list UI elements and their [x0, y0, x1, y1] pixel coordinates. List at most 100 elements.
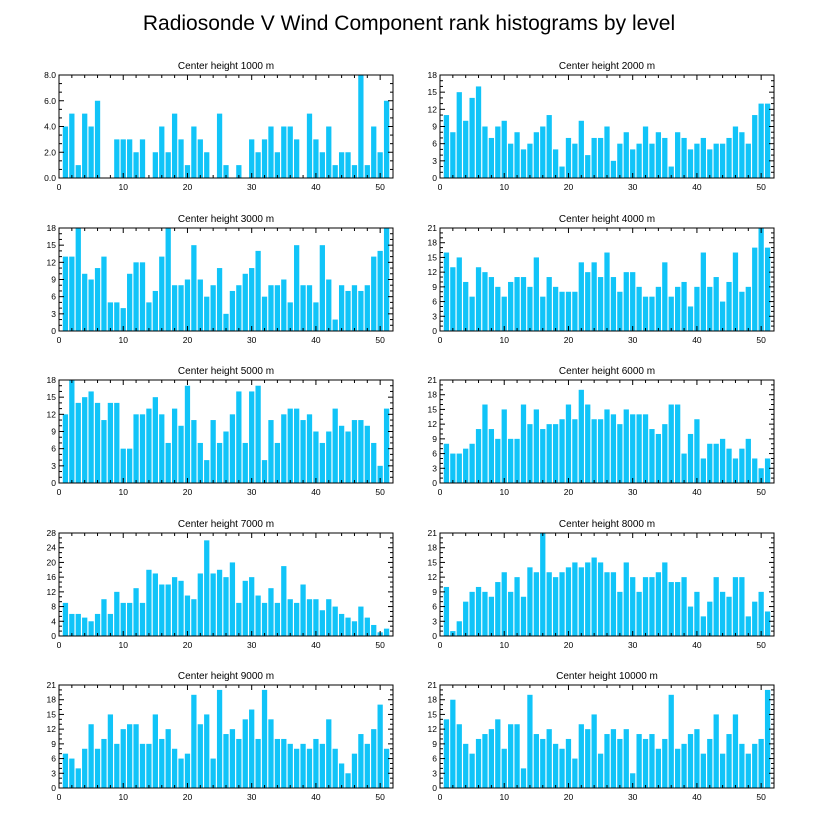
- bar: [127, 602, 133, 636]
- bar: [338, 613, 345, 636]
- bar: [364, 285, 370, 331]
- bar: [88, 279, 94, 331]
- bar: [636, 286, 642, 331]
- bar: [456, 257, 462, 331]
- bar: [107, 613, 114, 636]
- y-tick-label: 3: [51, 768, 56, 778]
- bar: [75, 768, 81, 788]
- bar: [617, 143, 623, 178]
- x-tick-label: 30: [247, 335, 257, 345]
- bar: [332, 748, 338, 788]
- y-tick-label: 12: [428, 419, 438, 429]
- x-tick-label: 0: [438, 640, 443, 650]
- x-tick-label: 50: [756, 487, 766, 497]
- bar: [236, 602, 242, 636]
- bar: [69, 613, 75, 636]
- bar: [469, 296, 475, 331]
- bar: [719, 591, 726, 636]
- bar: [636, 143, 642, 178]
- bar: [165, 442, 171, 483]
- bar: [752, 458, 758, 483]
- y-tick-label: 3: [51, 461, 56, 471]
- bar: [443, 443, 450, 483]
- bar: [261, 139, 268, 178]
- bar: [687, 606, 694, 636]
- bar: [508, 591, 514, 636]
- bar: [565, 404, 572, 483]
- bar: [159, 126, 165, 178]
- y-tick-label: 12: [47, 257, 57, 267]
- bar: [758, 738, 764, 788]
- bar: [508, 143, 514, 178]
- bar: [75, 165, 81, 178]
- bar: [662, 562, 668, 636]
- x-tick-label: 10: [118, 792, 128, 802]
- bar: [306, 414, 313, 483]
- bar: [630, 149, 636, 178]
- bar: [75, 402, 81, 483]
- x-tick-label: 50: [756, 640, 766, 650]
- bar: [630, 272, 636, 331]
- x-tick-label: 20: [183, 335, 193, 345]
- bar: [249, 391, 255, 483]
- panel-6: Center height 6000 m 0 3 6 9 12 15 18 21 0 10 20 30 4…: [428, 366, 775, 497]
- y-tick-label: 18: [47, 375, 57, 385]
- bar: [216, 268, 223, 331]
- bar: [152, 573, 158, 636]
- y-tick-label: 0.0: [44, 173, 56, 183]
- bar: [216, 442, 223, 483]
- bar: [559, 748, 565, 788]
- bar: [463, 448, 469, 483]
- y-tick-label: 6: [51, 444, 56, 454]
- bar: [610, 160, 617, 178]
- panel-title: Center height 8000 m: [559, 519, 655, 530]
- bar: [107, 402, 114, 483]
- bar: [242, 273, 248, 331]
- y-tick-label: 3: [432, 616, 437, 626]
- bar: [204, 540, 210, 636]
- bar: [249, 268, 255, 331]
- bar: [552, 743, 559, 788]
- x-tick-label: 20: [183, 792, 193, 802]
- bar: [578, 120, 584, 178]
- bar: [223, 165, 229, 178]
- bar: [719, 753, 726, 788]
- bar: [120, 308, 126, 331]
- bar: [668, 582, 674, 636]
- y-tick-label: 9: [432, 434, 437, 444]
- bar: [197, 442, 203, 483]
- bar: [687, 734, 694, 788]
- bar: [546, 115, 552, 178]
- bar: [268, 126, 274, 178]
- bar: [255, 385, 261, 483]
- bar: [171, 408, 178, 483]
- bar: [540, 533, 546, 636]
- bar: [268, 719, 274, 788]
- bar: [681, 281, 687, 331]
- bar: [617, 424, 623, 483]
- bar: [752, 247, 758, 331]
- y-tick-label: 9: [51, 739, 56, 749]
- bar: [338, 763, 345, 788]
- x-tick-label: 0: [438, 487, 443, 497]
- bar: [101, 599, 107, 636]
- bar: [739, 577, 745, 636]
- bar: [610, 729, 617, 788]
- x-tick-label: 0: [57, 487, 62, 497]
- x-tick-label: 50: [375, 640, 385, 650]
- y-tick-label: 6: [51, 292, 56, 302]
- bar: [578, 262, 584, 331]
- bar: [739, 291, 745, 331]
- x-tick-label: 40: [692, 792, 702, 802]
- bar: [501, 120, 507, 178]
- bar: [501, 572, 507, 636]
- bar: [540, 296, 546, 331]
- x-tick-label: 40: [311, 487, 321, 497]
- x-tick-label: 50: [375, 487, 385, 497]
- panel-5: Center height 5000 m 0 3 6 9 12 15 18 0 10 20 30 40 5…: [47, 366, 394, 497]
- bar: [364, 617, 370, 636]
- bar: [287, 126, 293, 178]
- bar: [351, 621, 358, 636]
- bar: [371, 729, 377, 788]
- bar: [255, 152, 261, 178]
